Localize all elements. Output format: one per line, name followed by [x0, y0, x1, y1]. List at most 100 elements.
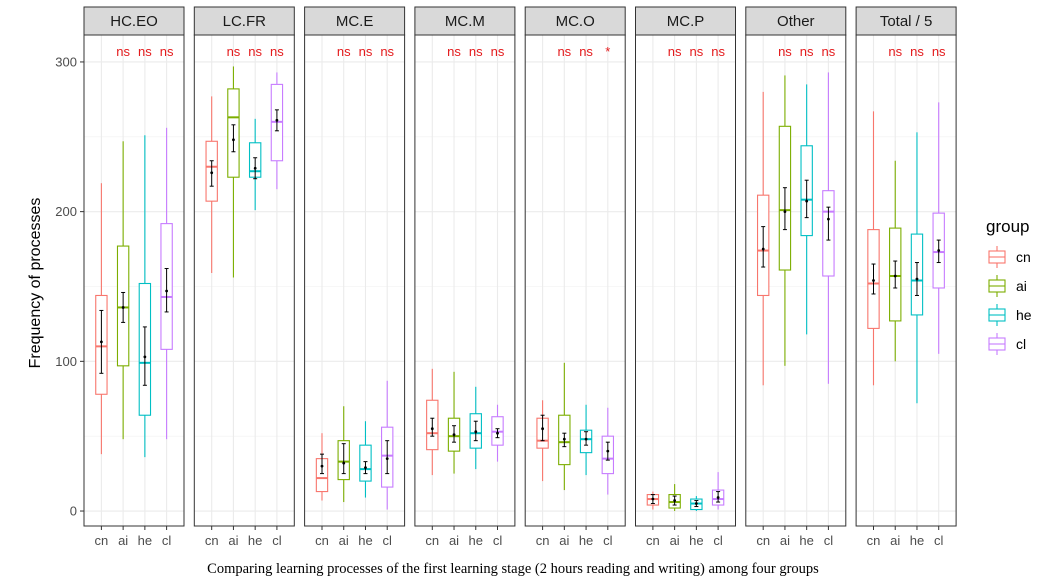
- significance-label: ns: [910, 44, 924, 59]
- significance-label: ns: [447, 44, 461, 59]
- mean-point: [99, 340, 103, 344]
- panel-background: [635, 35, 736, 526]
- x-tick-label: cn: [95, 533, 109, 548]
- mean-point: [783, 210, 787, 214]
- panel-background: [414, 35, 515, 526]
- y-tick-label: 0: [70, 504, 77, 519]
- box-ai: [558, 362, 571, 491]
- x-tick-label: he: [138, 533, 152, 548]
- mean-point: [253, 166, 257, 170]
- mean-point: [716, 496, 720, 499]
- x-tick-label: cn: [425, 533, 439, 548]
- panel-border: [414, 34, 516, 527]
- box-cn: [205, 96, 218, 274]
- significance-label: ns: [116, 44, 130, 59]
- significance-label: ns: [248, 44, 262, 59]
- facet-strip: [193, 6, 295, 36]
- facet-strip-label: MC.E: [336, 13, 374, 30]
- mean-point: [562, 437, 566, 441]
- mean-point: [761, 247, 765, 251]
- significance-label: ns: [469, 44, 483, 59]
- box-ai: [447, 371, 461, 474]
- panel-border: [83, 34, 185, 527]
- box-cl: [381, 380, 394, 510]
- mean-point: [915, 277, 919, 281]
- box-cn: [536, 400, 549, 482]
- mean-point: [121, 306, 125, 309]
- x-tick-label: ai: [559, 533, 569, 548]
- panel-border: [524, 34, 626, 527]
- mean-point: [541, 427, 544, 431]
- panel-border: [635, 34, 736, 527]
- mean-point: [673, 499, 677, 502]
- x-tick-label: ai: [780, 533, 790, 548]
- y-tick-label: 300: [55, 54, 77, 69]
- mean-point: [584, 437, 588, 441]
- mean-point: [385, 457, 389, 461]
- facet-strip: [524, 6, 626, 36]
- x-tick-label: cn: [867, 533, 881, 548]
- legend-key-he: he: [988, 304, 1032, 326]
- box-cl: [160, 127, 173, 440]
- significance-label: ns: [160, 44, 174, 59]
- box-ai: [337, 406, 350, 503]
- x-tick-label: cn: [205, 533, 219, 548]
- mean-point: [496, 431, 499, 435]
- x-tick-label: he: [579, 533, 593, 548]
- significance-label: ns: [138, 44, 152, 59]
- box-cl: [270, 72, 284, 190]
- panel-border: [745, 34, 847, 527]
- panel-border: [304, 34, 406, 527]
- significance-label: ns: [711, 44, 725, 59]
- x-tick-label: ai: [228, 533, 238, 548]
- mean-point: [210, 171, 214, 175]
- facet-strip: [83, 6, 185, 36]
- significance-label: ns: [888, 44, 902, 59]
- y-tick-label: 200: [55, 204, 77, 219]
- box-cn: [95, 183, 108, 455]
- x-tick-label: cl: [162, 533, 172, 548]
- significance-label: ns: [227, 44, 241, 59]
- x-tick-label: cl: [934, 533, 944, 548]
- box-cl: [601, 407, 615, 495]
- x-tick-label: he: [689, 533, 703, 548]
- facet-strip-label: MC.P: [667, 13, 705, 30]
- mean-point: [452, 433, 456, 437]
- box-he: [579, 404, 593, 476]
- box-he: [910, 132, 924, 404]
- box-cl: [491, 404, 504, 462]
- mean-point: [827, 217, 830, 221]
- significance-label: ns: [800, 44, 814, 59]
- box-he: [248, 118, 262, 211]
- mean-point: [275, 118, 279, 122]
- x-tick-label: he: [799, 533, 813, 548]
- significance-label: ns: [668, 44, 682, 59]
- mean-point: [651, 497, 655, 501]
- y-tick-label: 100: [55, 354, 77, 369]
- facet-strip: [304, 6, 406, 36]
- significance-label: ns: [337, 44, 351, 59]
- x-tick-label: he: [469, 533, 483, 548]
- box-he: [690, 496, 703, 512]
- facet-strip-label: LC.FR: [223, 13, 267, 30]
- x-tick-label: ai: [890, 533, 900, 548]
- significance-label: ns: [359, 44, 373, 59]
- box-he: [800, 84, 813, 335]
- box-ai: [116, 141, 130, 440]
- x-tick-label: cn: [646, 533, 660, 548]
- x-tick-label: ai: [118, 533, 128, 548]
- facet-strip: [414, 6, 516, 36]
- box-cn: [426, 368, 439, 476]
- mean-point: [430, 427, 434, 431]
- significance-label: ns: [822, 44, 836, 59]
- facet-strip-label: Total / 5: [880, 13, 933, 30]
- facet-strip-label: MC.M: [445, 13, 485, 30]
- facet-strip: [635, 6, 736, 36]
- legend-key-ai: ai: [988, 275, 1027, 297]
- mean-point: [165, 289, 169, 293]
